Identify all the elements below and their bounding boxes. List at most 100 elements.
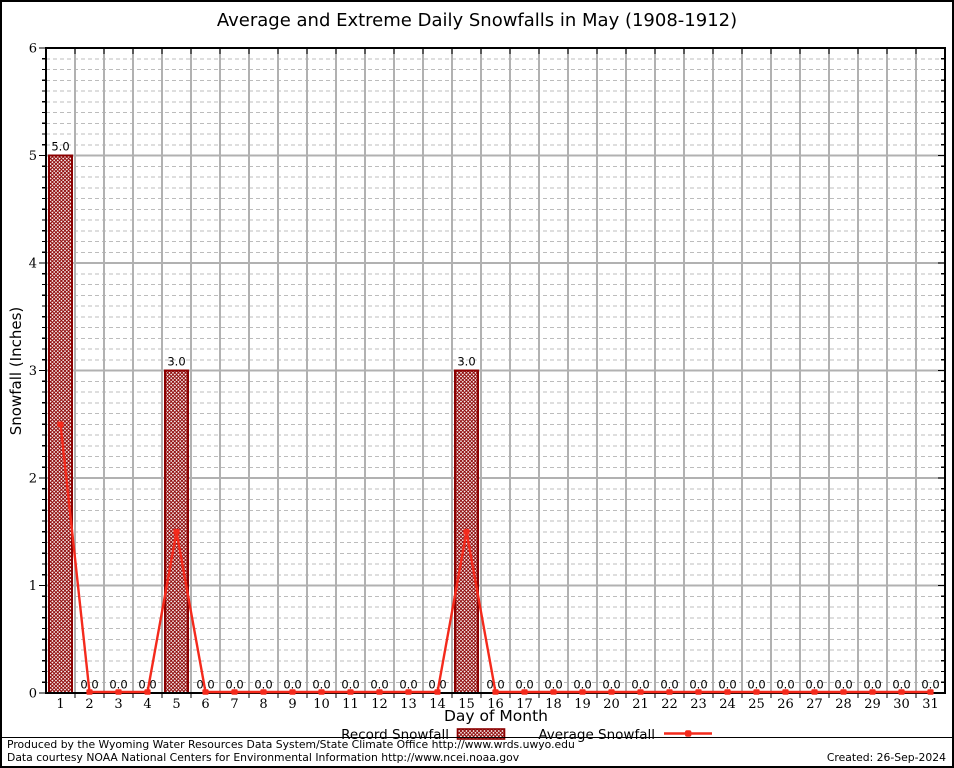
value-label-day-12: 0.0 <box>370 678 388 692</box>
value-label-day-25: 0.0 <box>747 678 765 692</box>
x-tick-label-2: 2 <box>85 697 93 712</box>
avg-marker-day-5 <box>173 528 180 535</box>
value-label-day-9: 0.0 <box>283 678 301 692</box>
x-tick-label-18: 18 <box>545 697 562 712</box>
x-tick-label-10: 10 <box>313 697 330 712</box>
value-label-day-13: 0.0 <box>399 678 417 692</box>
x-tick-label-4: 4 <box>143 697 151 712</box>
x-axis-title: Day of Month <box>444 707 548 725</box>
avg-marker-day-19 <box>579 689 586 695</box>
footer: Produced by the Wyoming Water Resources … <box>2 737 952 766</box>
footer-line2: Data courtesy NOAA National Centers for … <box>7 750 947 765</box>
x-tick-label-5: 5 <box>172 697 180 712</box>
x-tick-label-24: 24 <box>719 697 736 712</box>
value-label-day-28: 0.0 <box>834 678 852 692</box>
y-axis-title: Snowfall (Inches) <box>7 307 25 435</box>
value-label-day-22: 0.0 <box>660 678 678 692</box>
minor-gridlines <box>46 58 945 683</box>
axis-ticks <box>39 47 945 698</box>
avg-marker-day-24 <box>724 689 731 695</box>
value-label-day-20: 0.0 <box>602 678 620 692</box>
value-label-day-31: 0.0 <box>921 678 939 692</box>
x-tick-label-26: 26 <box>777 697 794 712</box>
avg-marker-day-8 <box>260 689 267 695</box>
value-label-day-26: 0.0 <box>776 678 794 692</box>
chart-title: Average and Extreme Daily Snowfalls in M… <box>216 10 738 31</box>
y-tick-label-2: 2 <box>29 472 37 487</box>
value-label-day-11: 0.0 <box>341 678 359 692</box>
x-tick-label-11: 11 <box>342 697 359 712</box>
avg-marker-day-11 <box>347 689 354 695</box>
y-tick-label-5: 5 <box>29 149 37 164</box>
avg-marker-day-3 <box>115 689 122 695</box>
avg-marker-day-21 <box>637 689 644 695</box>
avg-marker-day-9 <box>289 689 296 695</box>
value-label-day-23: 0.0 <box>689 678 707 692</box>
x-tick-label-15: 15 <box>458 697 475 712</box>
x-tick-label-3: 3 <box>114 697 122 712</box>
avg-marker-day-1 <box>57 421 64 428</box>
legend-record-label: Record Snowfall <box>341 727 449 742</box>
x-tick-label-23: 23 <box>690 697 707 712</box>
value-label-day-29: 0.0 <box>863 678 881 692</box>
avg-marker-day-31 <box>927 689 934 695</box>
value-label-day-17: 0.0 <box>515 678 533 692</box>
x-tick-label-19: 19 <box>574 697 591 712</box>
avg-marker-day-23 <box>695 689 702 695</box>
avg-marker-day-6 <box>202 689 209 695</box>
created-date: Created: 26-Sep-2024 <box>826 750 946 764</box>
avg-marker-day-17 <box>521 689 528 695</box>
x-tick-label-30: 30 <box>893 697 910 712</box>
value-label-day-4: 0.0 <box>138 678 156 692</box>
avg-marker-day-29 <box>869 689 876 695</box>
x-tick-label-8: 8 <box>259 697 267 712</box>
value-label-day-5: 3.0 <box>167 355 185 369</box>
x-tick-label-12: 12 <box>371 697 388 712</box>
value-label-day-1: 5.0 <box>51 140 69 154</box>
avg-marker-day-28 <box>840 689 847 695</box>
avg-marker-day-22 <box>666 689 673 695</box>
value-label-day-15: 3.0 <box>457 355 475 369</box>
y-tick-label-0: 0 <box>29 687 37 702</box>
x-tick-label-22: 22 <box>661 697 678 712</box>
avg-marker-day-30 <box>898 689 905 695</box>
value-label-day-7: 0.0 <box>225 678 243 692</box>
x-tick-label-14: 14 <box>429 697 446 712</box>
y-tick-label-6: 6 <box>29 42 37 57</box>
value-label-day-3: 0.0 <box>109 678 127 692</box>
avg-marker-day-13 <box>405 689 412 695</box>
x-tick-label-29: 29 <box>864 697 881 712</box>
y-tick-label-4: 4 <box>29 257 37 272</box>
average-snowfall-line <box>57 421 934 695</box>
avg-marker-day-27 <box>811 689 818 695</box>
y-tick-label-3: 3 <box>29 364 37 379</box>
avg-marker-day-2 <box>86 689 93 695</box>
avg-marker-day-14 <box>434 689 441 695</box>
x-tick-label-31: 31 <box>922 697 939 712</box>
avg-marker-day-7 <box>231 689 238 695</box>
legend-average-marker <box>685 730 692 737</box>
x-tick-label-7: 7 <box>230 697 238 712</box>
x-tick-label-6: 6 <box>201 697 209 712</box>
x-tick-label-13: 13 <box>400 697 417 712</box>
value-label-day-6: 0.0 <box>196 678 214 692</box>
avg-marker-day-26 <box>782 689 789 695</box>
value-label-day-27: 0.0 <box>805 678 823 692</box>
value-label-day-8: 0.0 <box>254 678 272 692</box>
major-gridlines <box>46 48 945 693</box>
avg-marker-day-15 <box>463 528 470 535</box>
avg-marker-day-18 <box>550 689 557 695</box>
value-label-day-14: 0.0 <box>428 678 446 692</box>
x-tick-label-1: 1 <box>56 697 64 712</box>
avg-marker-day-25 <box>753 689 760 695</box>
value-label-day-21: 0.0 <box>631 678 649 692</box>
avg-marker-day-12 <box>376 689 383 695</box>
x-tick-label-20: 20 <box>603 697 620 712</box>
value-label-day-19: 0.0 <box>573 678 591 692</box>
legend: Record Snowfall Average Snowfall <box>341 727 712 742</box>
value-label-day-30: 0.0 <box>892 678 910 692</box>
value-label-day-10: 0.0 <box>312 678 330 692</box>
data-value-labels: 5.0 0.0 0.0 0.0 3.0 0.0 0.0 0.0 0.0 0.0 0.0 0.0 0.0 0… <box>51 140 939 692</box>
